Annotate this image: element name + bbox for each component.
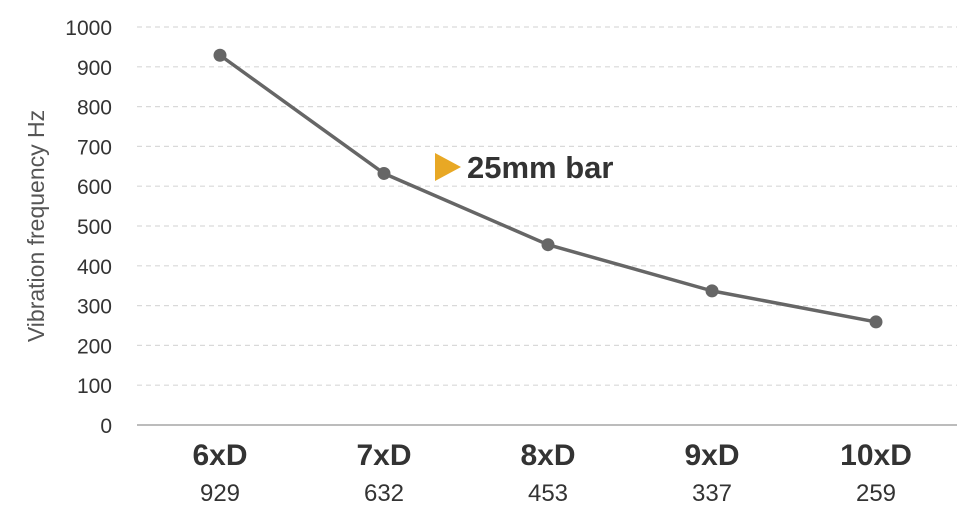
data-point-10xD (869, 315, 883, 329)
y-tick-label-200: 200 (77, 335, 112, 358)
y-tick-label-300: 300 (77, 296, 112, 319)
data-point-8xD (541, 238, 555, 252)
data-point-9xD (705, 284, 719, 298)
x-axis-value-labels: 929 632 453 337 259 (200, 480, 896, 507)
x-category-label-10xD: 10xD (840, 439, 912, 472)
x-value-label-7xD: 632 (364, 480, 404, 507)
x-axis-categories: 6xD 7xD 8xD 9xD 10xD (192, 439, 911, 472)
grid-lines (137, 26, 957, 386)
legend-label: 25mm bar (467, 150, 613, 185)
x-category-label-8xD: 8xD (520, 439, 575, 472)
series-line-25mm-bar (218, 53, 877, 324)
y-tick-label-600: 600 (77, 176, 112, 199)
legend-marker-triangle (435, 153, 461, 181)
data-point-6xD (213, 48, 227, 62)
x-category-label-9xD: 9xD (684, 439, 739, 472)
x-value-label-6xD: 929 (200, 480, 240, 507)
y-tick-label-100: 100 (77, 375, 112, 398)
y-tick-label-800: 800 (77, 97, 112, 120)
x-category-label-6xD: 6xD (192, 439, 247, 472)
y-tick-label-400: 400 (77, 256, 112, 279)
y-tick-label-1000: 1000 (65, 17, 112, 40)
y-tick-label-900: 900 (77, 57, 112, 80)
x-value-label-10xD: 259 (856, 480, 896, 507)
y-axis-ticks: 0 100 200 300 400 500 600 700 800 900 1000 (65, 17, 112, 438)
data-point-7xD (377, 166, 391, 180)
x-value-label-8xD: 453 (528, 480, 568, 507)
y-tick-label-700: 700 (77, 136, 112, 159)
series-points (213, 48, 883, 329)
x-value-label-9xD: 337 (692, 480, 732, 507)
legend: 25mm bar (435, 150, 613, 185)
y-tick-label-0: 0 (100, 415, 112, 438)
y-tick-label-500: 500 (77, 216, 112, 239)
x-category-label-7xD: 7xD (356, 439, 411, 472)
y-axis-label: Vibration frequency Hz (23, 110, 49, 342)
